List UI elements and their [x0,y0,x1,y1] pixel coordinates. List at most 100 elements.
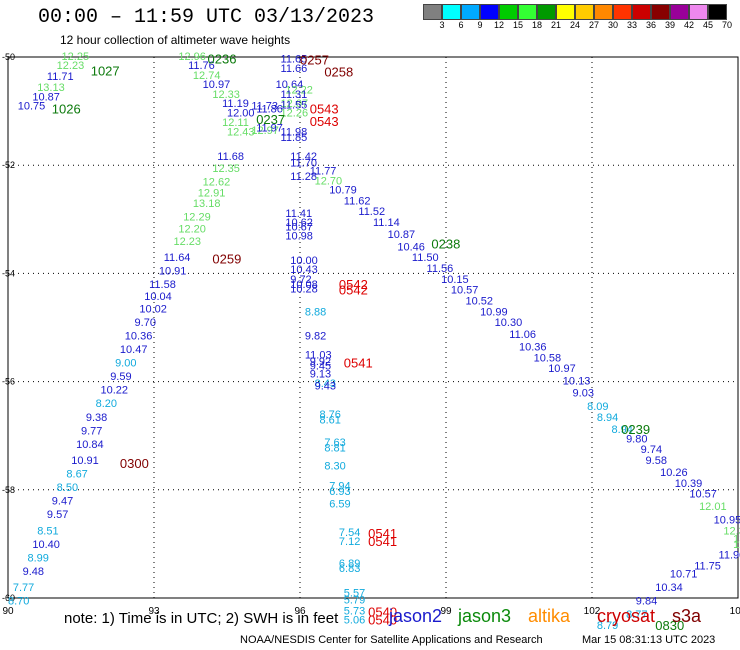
x-tick-label: 102 [584,606,601,617]
wave-height-value: 12.26 [281,108,309,120]
wave-height-value: 9.48 [23,566,44,578]
color-scale-label: 70 [721,20,732,30]
color-scale-label: 42 [683,20,694,30]
wave-height-value: 12.25 [62,51,90,63]
pass-time-label: 0238 [431,237,460,252]
wave-height-value: 5.79 [344,595,365,607]
pass-time-label: 1026 [52,101,81,116]
wave-height-value: 9.57 [47,509,68,521]
wave-height-value: 11.65 [281,54,308,66]
color-scale-label: 21 [550,20,561,30]
wave-height-value: 10.57 [451,285,479,297]
x-tick-label: 99 [440,606,452,617]
wave-height-value: 10.46 [397,241,425,253]
wave-height-value: 10.13 [563,376,591,388]
color-scale-label: 27 [588,20,599,30]
wave-height-value: 8.61 [319,414,340,426]
wave-height-value: 12.07 [281,98,309,110]
wave-height-value: 10.39 [675,478,703,490]
wave-height-value: 9.84 [636,596,657,608]
wave-height-value: 13.19 [733,533,740,545]
generated-timestamp: Mar 15 08:31:13 UTC 2023 [582,634,716,646]
color-swatch [461,4,480,20]
wave-height-value: 10.87 [388,229,416,241]
wave-height-value: 10.26 [660,467,688,479]
color-scale-label: 45 [702,20,713,30]
wave-height-value: 10.47 [120,344,148,356]
wave-height-value: 11.98 [281,127,308,139]
wave-height-value: 12.37 [733,539,740,551]
wave-height-value: 10.04 [144,291,172,303]
wave-height-value: 8.94 [611,424,632,436]
wave-height-value: 12.23 [57,60,85,72]
wave-height-value: 12.30 [723,525,740,537]
wave-height-value: 9.03 [573,387,594,399]
wave-height-value: 8.77 [626,609,647,621]
pass-time-label: 0541 [368,526,397,541]
y-tick-label: -54 [2,268,15,278]
pass-time-label: 0258 [324,65,353,80]
legend-cryosat: cryosat [597,606,656,626]
color-scale-label: 24 [569,20,580,30]
wave-height-value: 10.67 [285,221,313,233]
wave-height-value: 9.80 [626,433,647,445]
x-tick-label: 96 [294,606,306,617]
wave-height-value: 8.99 [27,552,48,564]
wave-height-value: 11.14 [373,217,400,229]
color-swatch [442,4,461,20]
wave-height-value: 11.19 [222,98,249,110]
wave-height-value: 7.77 [13,582,34,594]
wave-height-value: 9.92 [310,356,331,368]
wave-height-value: 10.22 [100,385,128,397]
color-scale-label: 33 [626,20,637,30]
wave-height-value: 11.55 [281,100,308,112]
wave-height-value: 12.74 [193,70,221,82]
wave-height-value: 11.75 [694,561,721,573]
wave-height-value: 11.76 [188,60,215,72]
wave-height-value: 9.82 [305,331,326,343]
wave-height-value: 10.57 [689,489,717,501]
color-scale-label: 12 [493,20,504,30]
wave-height-value: 11.70 [290,157,317,169]
wave-height-value: 11.73 [251,101,278,113]
wave-height-value: 13.13 [37,82,65,94]
pass-time-label: 0236 [208,52,237,67]
chart-title: 00:00 – 11:59 UTC 03/13/2023 [38,6,375,29]
wave-height-value: 8.70 [8,596,29,608]
color-swatch [518,4,537,20]
color-swatch [708,4,727,20]
color-swatch [537,4,556,20]
wave-height-value: 10.84 [76,439,104,451]
pass-time-label: 0300 [120,456,149,471]
wave-height-value: 10.71 [670,569,698,581]
wave-height-value: 11.66 [281,63,308,75]
wave-height-value: 10.36 [519,341,547,353]
pass-time-label: 0541 [344,356,373,371]
wave-height-value: 12.29 [183,212,211,224]
legend-altika: altika [528,606,571,626]
wave-height-value: 10.08 [290,279,318,291]
wave-height-value: 11.85 [281,132,308,144]
pass-time-label: 0257 [300,53,329,68]
wave-height-value: 12.96 [178,51,206,63]
wave-height-value: 11.62 [344,195,371,207]
wave-height-value: 8.51 [37,525,58,537]
wave-height-value: 9.45 [310,360,331,372]
wave-height-value: 12.70 [315,175,343,187]
color-scale-label: 30 [607,20,618,30]
color-swatch [632,4,651,20]
wave-height-value: 11.68 [217,151,244,163]
wave-height-value: 12.23 [173,236,201,248]
color-swatch [423,4,442,20]
wave-height-value: 10.28 [290,284,318,296]
wave-height-value: 12.00 [227,108,255,120]
wave-height-value: 7.12 [339,536,360,548]
wave-height-value: 10.36 [125,331,153,343]
wave-height-value: 8.20 [96,398,117,410]
wave-height-value: 11.03 [305,350,332,362]
wave-height-value: 11.97 [256,122,283,134]
wave-height-value: 13.18 [193,198,221,210]
color-swatch [499,4,518,20]
color-swatch [651,4,670,20]
